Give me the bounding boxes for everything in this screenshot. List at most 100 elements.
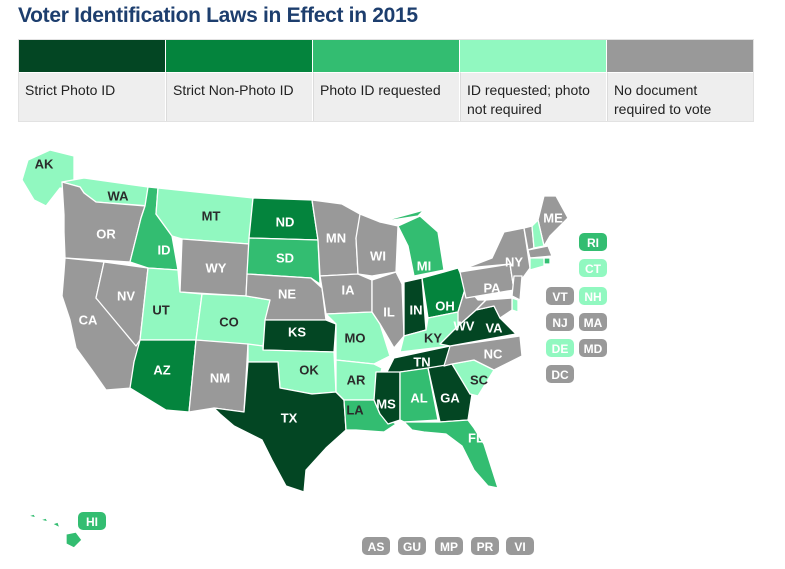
badge-ma-label: MA [584, 316, 603, 330]
state-al[interactable] [399, 367, 439, 423]
badge-nh[interactable]: NH [579, 287, 607, 305]
territory-badge-gu[interactable]: GU [398, 537, 426, 555]
state-label-co: CO [219, 315, 239, 330]
state-label-nv: NV [117, 289, 135, 304]
state-label-wi: WI [370, 249, 386, 264]
badge-md[interactable]: MD [579, 339, 607, 357]
state-label-ia: IA [342, 283, 356, 298]
us-map: AK WA OR CA ID NV MT WY UT AZ CO NM ND SD NE KS OK TX MN IA… [21, 149, 607, 555]
state-nc[interactable] [443, 335, 523, 371]
badge-md-label: MD [584, 342, 603, 356]
legend-item-strict-nonphoto: Strict Non-Photo ID [166, 40, 313, 121]
badge-dc[interactable]: DC [546, 365, 574, 383]
state-label-sc: SC [470, 373, 489, 388]
legend-item-photo-requested: Photo ID requested [313, 40, 460, 121]
state-ct[interactable] [529, 257, 545, 271]
state-label-mo: MO [345, 331, 366, 346]
state-label-oh: OH [435, 299, 455, 314]
state-label-ga: GA [440, 391, 460, 406]
badge-ri[interactable]: RI [579, 233, 607, 251]
territory-badge-pr-label: PR [477, 540, 494, 554]
states-layer [21, 149, 569, 549]
territory-badge-gu-label: GU [403, 540, 421, 554]
state-mi[interactable] [379, 209, 445, 277]
state-hi[interactable] [27, 513, 83, 549]
state-label-me: ME [543, 211, 563, 226]
legend-label: ID requested; photo not required [460, 72, 606, 121]
state-nh[interactable] [531, 219, 545, 249]
state-label-in: IN [410, 303, 423, 318]
badge-ma[interactable]: MA [579, 313, 607, 331]
state-label-ne: NE [278, 287, 296, 302]
state-label-ak: AK [35, 157, 54, 172]
badge-hi[interactable]: HI [78, 512, 106, 530]
state-label-ut: UT [152, 303, 169, 318]
state-label-tn: TN [413, 355, 430, 370]
state-label-az: AZ [153, 363, 170, 378]
badge-de-label: DE [552, 342, 569, 356]
state-label-pa: PA [483, 281, 501, 296]
legend-label: Strict Photo ID [19, 72, 165, 121]
state-ak[interactable] [21, 149, 75, 207]
state-label-ms: MS [376, 397, 396, 412]
legend-item-no-doc: No document required to vote [607, 40, 753, 121]
state-label-il: IL [383, 305, 395, 320]
badge-de[interactable]: DE [546, 339, 574, 357]
page-title: Voter Identification Laws in Effect in 2… [18, 4, 418, 27]
state-label-mn: MN [326, 231, 346, 246]
territory-badge-as[interactable]: AS [362, 537, 390, 555]
badge-hi-label: HI [86, 515, 98, 529]
legend-item-strict-photo: Strict Photo ID [19, 40, 166, 121]
legend-swatch [166, 40, 312, 72]
state-sd[interactable] [246, 237, 321, 285]
state-label-ar: AR [347, 373, 366, 388]
badge-ct-label: CT [585, 262, 602, 276]
territory-badge-as-label: AS [368, 540, 385, 554]
state-wi[interactable] [355, 213, 399, 277]
legend-swatch [460, 40, 606, 72]
state-label-al: AL [410, 391, 427, 406]
state-label-nd: ND [276, 215, 295, 230]
state-label-mi: MI [417, 259, 431, 274]
state-de[interactable] [511, 297, 519, 313]
badge-nj[interactable]: NJ [546, 313, 574, 331]
state-label-fl: FL [468, 431, 484, 446]
state-label-wa: WA [108, 189, 130, 204]
state-il[interactable] [371, 271, 405, 349]
state-md[interactable] [475, 297, 513, 319]
state-label-or: OR [96, 227, 116, 242]
badges-layer: HI VT NH MA RI CT NJ DE MD DC AS GU MP PR VI [78, 233, 607, 555]
state-nj[interactable] [511, 275, 523, 301]
state-label-id: ID [158, 243, 171, 258]
badge-ri-label: RI [587, 236, 599, 250]
territory-badge-vi[interactable]: VI [506, 537, 534, 555]
state-label-sd: SD [276, 251, 294, 266]
state-label-nc: NC [484, 347, 503, 362]
state-ri[interactable] [543, 257, 551, 265]
legend-swatch [313, 40, 459, 72]
badge-nh-label: NH [584, 290, 601, 304]
badge-nj-label: NJ [552, 316, 567, 330]
state-label-tx: TX [281, 411, 298, 426]
legend-swatch [19, 40, 165, 72]
state-tx[interactable] [213, 361, 347, 493]
state-nv[interactable] [95, 261, 149, 347]
state-ma[interactable] [527, 245, 553, 259]
state-label-ca: CA [79, 313, 98, 328]
territory-badge-pr[interactable]: PR [471, 537, 499, 555]
state-ks[interactable] [262, 319, 337, 353]
state-label-ok: OK [299, 363, 319, 378]
state-label-nm: NM [210, 371, 230, 386]
territory-badge-vi-label: VI [514, 540, 525, 554]
state-label-va: VA [485, 321, 503, 336]
badge-dc-label: DC [551, 368, 569, 382]
territory-badge-mp[interactable]: MP [435, 537, 463, 555]
legend-label: Strict Non-Photo ID [166, 72, 312, 121]
badge-ct[interactable]: CT [579, 259, 607, 277]
state-label-wy: WY [206, 261, 227, 276]
badge-vt-label: VT [552, 290, 568, 304]
badge-vt[interactable]: VT [546, 287, 574, 305]
state-label-mt: MT [202, 209, 221, 224]
state-label-wv: WV [454, 319, 475, 334]
state-fl[interactable] [403, 419, 499, 489]
